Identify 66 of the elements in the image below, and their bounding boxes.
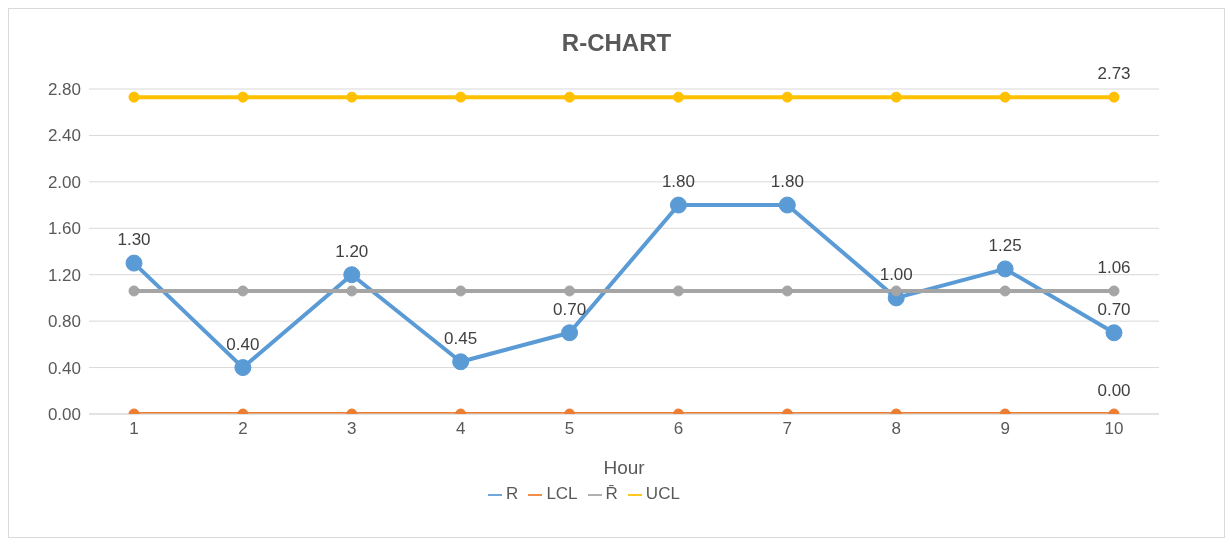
x-tick-label: 5 — [564, 419, 575, 439]
point — [669, 196, 687, 214]
point — [564, 285, 576, 297]
point — [237, 285, 249, 297]
x-tick-label: 9 — [1000, 419, 1010, 439]
legend-label: R̄ — [605, 484, 618, 503]
data-label: 1.00 — [879, 264, 913, 284]
data-label: 1.80 — [770, 172, 804, 192]
y-tick-label: 1.20 — [47, 265, 81, 285]
y-tick-label: 1.60 — [47, 219, 81, 239]
point — [561, 324, 579, 342]
data-label: 1.25 — [988, 235, 1022, 255]
point — [343, 266, 361, 284]
data-label: 0.70 — [553, 299, 587, 319]
point — [890, 91, 902, 103]
x-axis-title: Hour — [603, 457, 646, 478]
y-tick-label: 2.40 — [47, 126, 81, 146]
point — [128, 285, 140, 297]
point — [999, 91, 1011, 103]
point — [455, 91, 467, 103]
point — [564, 91, 576, 103]
x-tick-label: 6 — [673, 419, 684, 439]
x-tick-label: 1 — [129, 419, 139, 439]
point — [237, 91, 249, 103]
data-label: 2.73 — [1097, 64, 1131, 84]
data-label: 1.06 — [1097, 257, 1131, 277]
y-tick-label: 0.40 — [47, 358, 81, 378]
x-tick-label: 10 — [1104, 419, 1124, 439]
data-label: 1.20 — [335, 241, 369, 261]
point — [234, 359, 252, 377]
x-tick-label: 8 — [891, 419, 901, 439]
y-tick-label: 2.00 — [47, 172, 81, 192]
chart-title: R-CHART — [560, 28, 673, 58]
x-tick-label: 4 — [455, 419, 466, 439]
y-tick-label: 0.80 — [47, 312, 81, 332]
legend-label: R — [506, 484, 519, 503]
point — [996, 260, 1014, 278]
point — [128, 91, 140, 103]
data-label: 1.30 — [117, 230, 151, 250]
point — [346, 285, 358, 297]
legend-label: LCL — [546, 484, 578, 503]
point — [452, 353, 470, 371]
point — [999, 285, 1011, 297]
data-label: 0.00 — [1097, 381, 1131, 400]
point — [455, 285, 467, 297]
data-label: 1.80 — [661, 172, 695, 192]
point — [125, 254, 143, 272]
point — [672, 91, 684, 103]
legend-label: UCL — [645, 484, 680, 503]
point — [672, 285, 684, 297]
point — [1108, 91, 1120, 103]
point — [1108, 285, 1120, 297]
x-tick-label: 7 — [782, 419, 793, 439]
data-label: 0.40 — [226, 334, 260, 354]
x-tick-label: 2 — [238, 419, 248, 439]
point — [781, 91, 793, 103]
point — [890, 285, 902, 297]
point — [346, 91, 358, 103]
y-tick-label: 0.00 — [47, 405, 81, 425]
point — [1105, 324, 1123, 342]
x-tick-label: 3 — [347, 419, 357, 439]
data-label: 0.45 — [444, 328, 478, 348]
point — [781, 285, 793, 297]
y-tick-label: 2.80 — [47, 80, 81, 100]
point — [778, 196, 796, 214]
data-label: 0.70 — [1097, 299, 1131, 319]
